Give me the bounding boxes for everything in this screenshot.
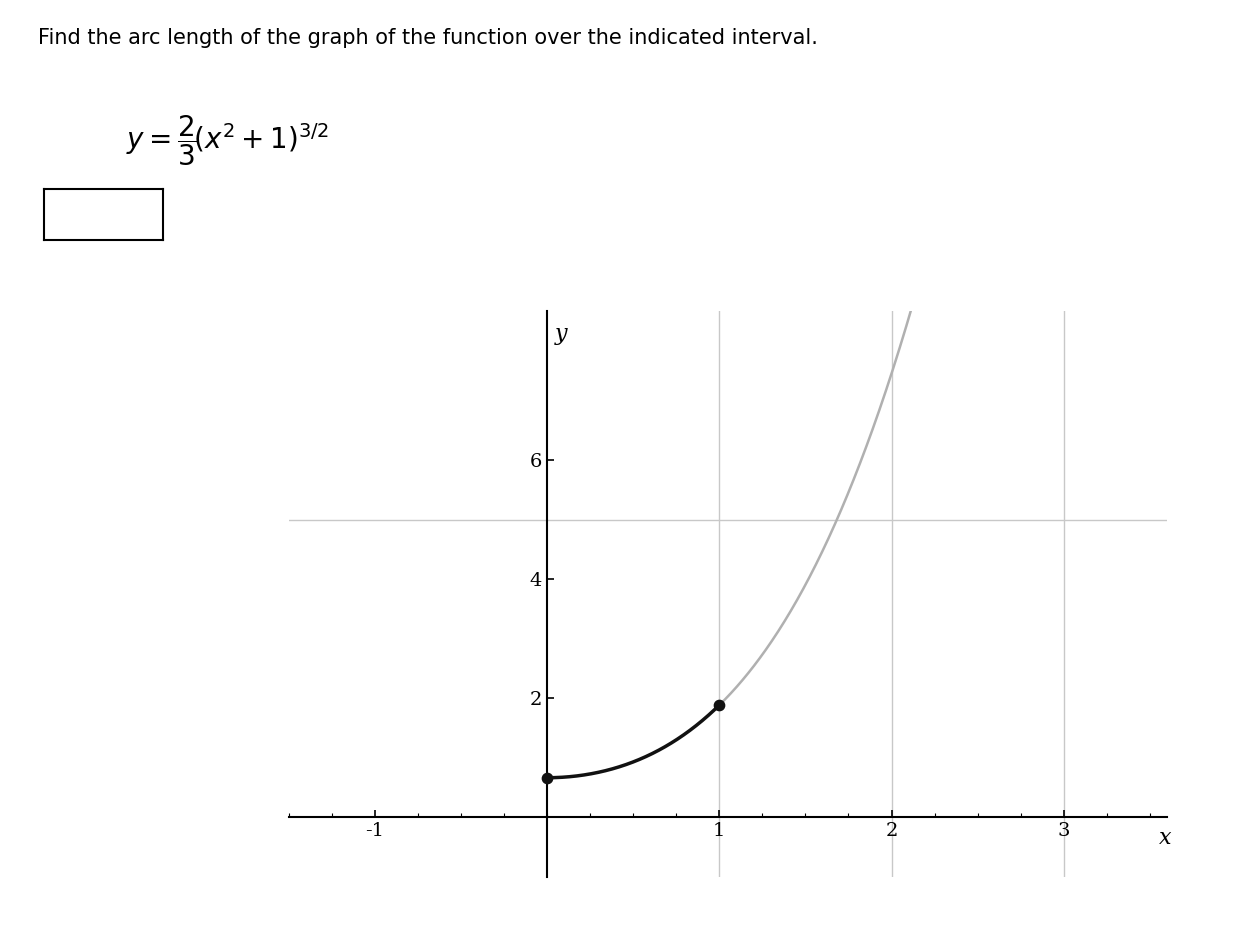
Point xyxy=(709,698,729,713)
Point xyxy=(537,770,557,786)
Text: $y = \dfrac{2}{3}\!\left(x^2 + 1\right)^{3/2}$: $y = \dfrac{2}{3}\!\left(x^2 + 1\right)^… xyxy=(126,113,329,168)
Text: x: x xyxy=(1158,827,1171,850)
Text: Find the arc length of the graph of the function over the indicated interval.: Find the arc length of the graph of the … xyxy=(38,28,817,48)
Text: y: y xyxy=(555,323,567,345)
